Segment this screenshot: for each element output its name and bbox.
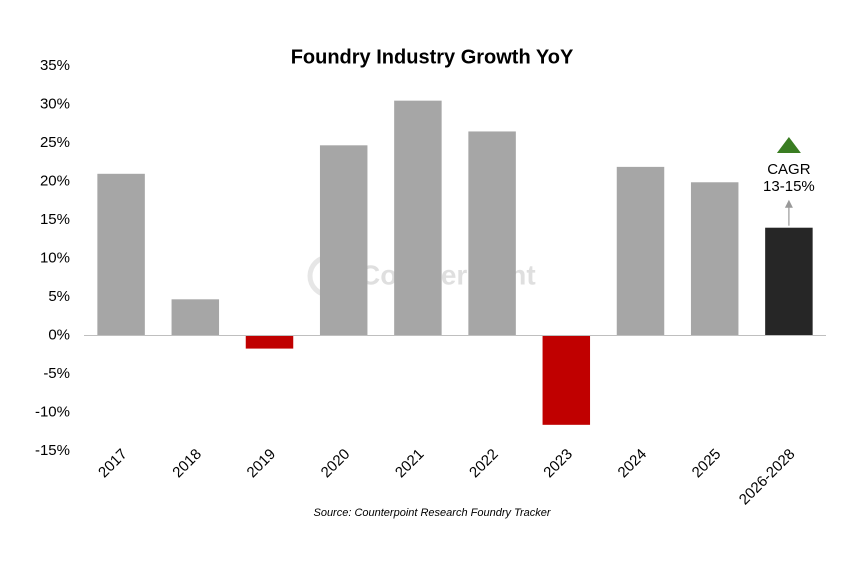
x-tick-label: 2020 [318, 446, 354, 482]
x-tick-label: 2023 [540, 446, 576, 482]
x-tick-label: 2018 [169, 446, 205, 482]
x-tick-label: 2021 [392, 446, 428, 482]
bar [319, 145, 368, 336]
x-tick-label: 2024 [615, 446, 651, 482]
y-tick-label: -5% [43, 365, 70, 382]
y-tick-label: 15% [40, 211, 70, 228]
y-tick-label: 10% [40, 249, 70, 266]
bar [394, 100, 442, 336]
annotation-text: CAGR [767, 161, 811, 178]
x-tick-label: 2022 [466, 446, 502, 482]
y-tick-label: 0% [48, 326, 70, 343]
y-tick-label: 30% [40, 95, 70, 112]
bar [765, 227, 813, 336]
bar [690, 182, 739, 336]
bar [245, 335, 294, 349]
y-tick-label: -10% [35, 403, 70, 420]
annotation-arrowhead [784, 199, 793, 208]
source-note: Source: Counterpoint Research Foundry Tr… [313, 507, 551, 519]
growth-triangle [776, 137, 801, 153]
bar [542, 335, 591, 425]
x-tick-label: 2026-2028 [736, 446, 799, 509]
y-tick-label: -15% [35, 442, 70, 459]
y-tick-label: 35% [40, 57, 70, 74]
annotation-text: 13-15% [763, 178, 815, 195]
chart-title: Foundry Industry Growth YoY [291, 46, 574, 68]
y-tick-label: 20% [40, 172, 70, 189]
bar [171, 299, 220, 336]
y-tick-label: 5% [48, 288, 70, 305]
y-tick-label: 25% [40, 134, 70, 151]
bar [97, 173, 145, 336]
x-tick-label: 2025 [689, 446, 725, 482]
x-tick-label: 2019 [244, 446, 280, 482]
bar [616, 166, 665, 336]
bar [468, 131, 516, 336]
x-tick-label: 2017 [95, 446, 131, 482]
